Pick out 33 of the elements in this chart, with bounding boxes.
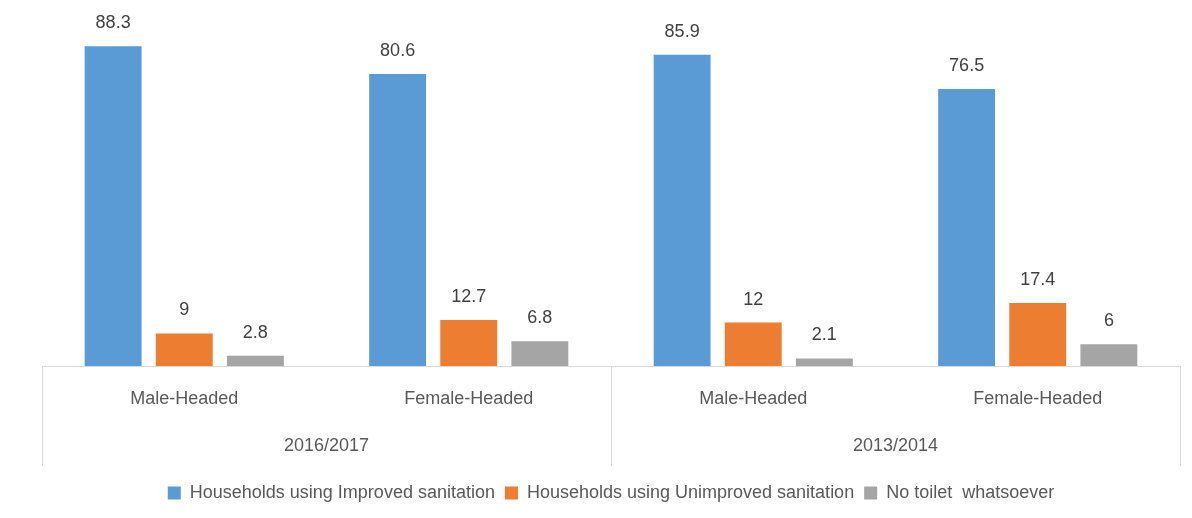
bar [653,54,711,366]
x-tick-label: Female-Headed [973,387,1103,408]
data-label: 12 [743,288,764,309]
legend-label: No toilet whatsoever [886,481,1055,502]
data-label: 6.8 [527,307,553,328]
data-label: 85.9 [664,20,700,41]
text: 2013/2014 [852,434,939,455]
bar [155,333,213,366]
data-label: 9 [179,299,190,320]
bar [84,46,142,366]
data-label: 6 [1103,310,1114,331]
bar [795,358,853,366]
legend-label: Households using Unimproved sanitation [526,481,855,502]
bar [226,355,284,366]
data-label: 88.3 [95,12,131,33]
bar [511,341,569,366]
data-label: 80.6 [380,40,416,61]
x-tick-label: Male-Headed [130,387,239,408]
legend-label: Households using Improved sanitation [189,481,495,502]
data-label: 76.5 [949,54,985,75]
data-label: 2.8 [242,321,268,342]
bar [724,322,782,366]
bar [1009,302,1067,366]
x-tick-label: Male-Headed [699,387,808,408]
bar [369,74,427,366]
bar [1080,344,1138,366]
data-label: 2.1 [811,324,837,345]
data-label: 17.4 [1020,268,1056,289]
bar [440,320,498,366]
x-tick-label: Female-Headed [404,387,534,408]
text: 2016/2017 [283,434,370,455]
bar [938,88,996,366]
data-label: 12.7 [451,285,487,306]
